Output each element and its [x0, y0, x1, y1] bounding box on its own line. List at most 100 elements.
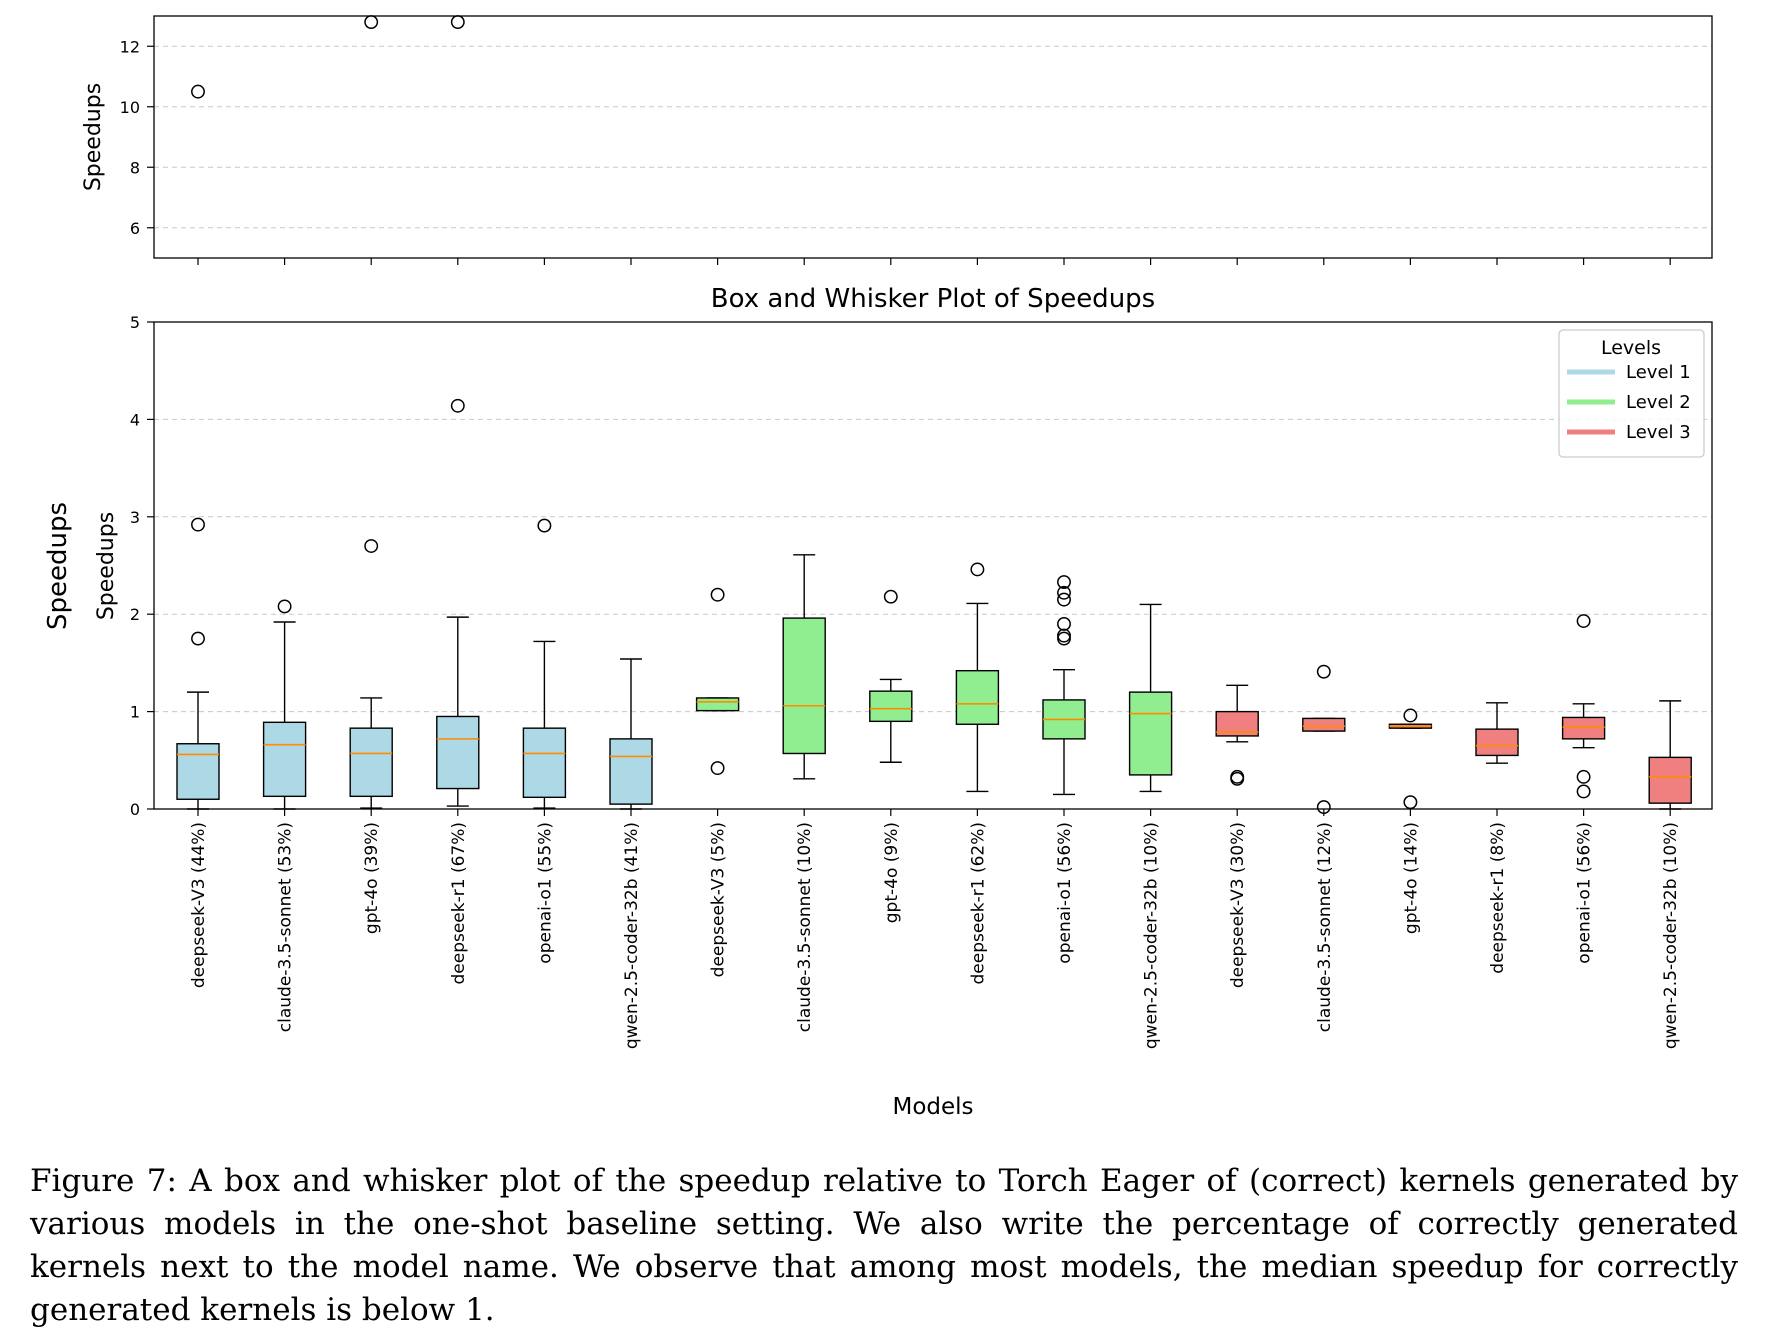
outlier	[364, 539, 379, 553]
x-tick-label: gpt-4o (39%)	[362, 822, 382, 934]
outlier	[1057, 575, 1071, 590]
x-tick-label: openai-o1 (56%)	[1055, 822, 1075, 964]
legend: Levels Level 1 Level 2 Level 3	[1558, 329, 1705, 458]
outlier	[1576, 784, 1591, 799]
outlier	[1403, 795, 1418, 810]
box-iqr	[436, 715, 480, 790]
x-axis-label: Models	[892, 1094, 973, 1120]
outlier	[1057, 628, 1071, 643]
box-3	[349, 697, 393, 809]
box-16	[1475, 702, 1519, 764]
x-tick-label: deepseek-V3 (5%)	[709, 822, 729, 977]
box-7	[695, 697, 740, 712]
x-tick-label: claude-3.5-sonnet (53%)	[276, 822, 296, 1032]
box-iqr	[262, 721, 307, 798]
bottom-y-tick-label: 2	[130, 605, 140, 624]
outlier	[1057, 616, 1071, 631]
outlier	[970, 562, 985, 577]
outlier	[537, 518, 552, 533]
box-iqr	[176, 743, 220, 800]
outlier	[191, 517, 205, 532]
x-tick-label: openai-o1 (56%)	[1575, 822, 1595, 964]
box-iqr	[1648, 756, 1692, 804]
box-17	[1561, 703, 1606, 749]
outlier	[710, 587, 725, 602]
outlier	[1057, 585, 1071, 600]
bottom-panel-frame	[153, 321, 1713, 810]
box-5	[522, 640, 567, 809]
x-tick-label: deepseek-r1 (8%)	[1488, 822, 1508, 974]
box-series	[176, 554, 1692, 810]
outlier	[450, 15, 465, 29]
legend-entries: Level 1 Level 2 Level 3	[1567, 362, 1691, 443]
box-iqr	[349, 727, 393, 798]
box-iqr	[1561, 716, 1606, 740]
outlier	[1057, 631, 1071, 646]
box-1	[176, 691, 220, 810]
x-tick-label: claude-3.5-sonnet (12%)	[1315, 822, 1335, 1032]
box-iqr	[1302, 717, 1346, 732]
outlier-points	[191, 15, 1591, 815]
chart-title: Box and Whisker Plot of Speedups	[711, 284, 1155, 314]
box-4	[436, 616, 480, 807]
bottom-panel-x-ticks: deepseek-V3 (44%) claude-3.5-sonnet (53%)…	[189, 809, 1681, 1049]
top-y-tick-label: 8	[130, 158, 140, 177]
top-panel-x-ticks	[197, 258, 1671, 265]
box-14	[1302, 717, 1346, 732]
bottom-y-tick-label: 5	[130, 313, 140, 332]
outer-y-label: Speedups	[43, 502, 73, 630]
bottom-y-tick-label: 1	[130, 703, 140, 722]
box-15	[1388, 723, 1433, 729]
box-iqr	[695, 697, 740, 712]
outlier	[277, 599, 292, 614]
x-tick-label: qwen-2.5-coder-32b (41%)	[622, 822, 642, 1049]
legend-label: Level 3	[1626, 422, 1691, 443]
box-iqr	[955, 669, 1000, 725]
outlier	[1230, 769, 1245, 784]
x-tick-label: deepseek-r1 (67%)	[449, 822, 469, 985]
outlier	[710, 761, 725, 776]
x-tick-label: gpt-4o (14%)	[1401, 822, 1421, 934]
bottom-y-tick-label: 3	[130, 508, 140, 527]
box-iqr	[1475, 728, 1519, 757]
box-18	[1648, 700, 1692, 810]
top-panel-y-ticks: 6 8 10 12	[120, 37, 154, 238]
outlier	[450, 398, 465, 413]
x-tick-label: openai-o1 (55%)	[535, 822, 555, 964]
legend-title: Levels	[1601, 337, 1661, 359]
x-tick-label: qwen-2.5-coder-32b (10%)	[1661, 822, 1681, 1049]
x-tick-label: deepseek-r1 (62%)	[968, 822, 988, 985]
x-tick-label: claude-3.5-sonnet (10%)	[795, 822, 815, 1032]
outlier	[364, 15, 379, 29]
outlier	[191, 84, 205, 99]
bottom-panel-y-label: Speedups	[94, 512, 119, 620]
box-10	[955, 602, 1000, 793]
box-2	[262, 621, 307, 810]
bottom-y-tick-label: 0	[130, 800, 140, 819]
box-iqr	[609, 738, 653, 805]
box-8	[782, 554, 826, 780]
box-iqr	[1128, 691, 1173, 776]
top-y-tick-label: 6	[130, 219, 140, 238]
x-tick-label: deepseek-V3 (44%)	[189, 822, 209, 988]
legend-label: Level 1	[1626, 362, 1691, 383]
outlier	[1576, 614, 1591, 628]
box-iqr	[869, 690, 913, 723]
top-y-tick-label: 10	[120, 98, 140, 117]
top-panel-frame	[153, 15, 1713, 259]
outlier	[1403, 708, 1418, 723]
box-11	[1042, 669, 1086, 796]
box-9	[869, 678, 913, 763]
top-panel-y-label: Speedups	[81, 83, 106, 191]
legend-frame	[1558, 329, 1705, 458]
box-iqr	[522, 727, 567, 799]
bottom-panel-y-ticks: 0 1 2 3 4 5	[130, 313, 154, 819]
box-12	[1128, 603, 1173, 793]
top-y-tick-label: 12	[120, 37, 140, 56]
outlier	[883, 589, 898, 604]
x-tick-label: qwen-2.5-coder-32b (10%)	[1142, 822, 1162, 1049]
outlier	[1316, 664, 1331, 679]
x-tick-label: gpt-4o (9%)	[882, 822, 902, 923]
x-tick-label: deepseek-V3 (30%)	[1228, 822, 1248, 988]
